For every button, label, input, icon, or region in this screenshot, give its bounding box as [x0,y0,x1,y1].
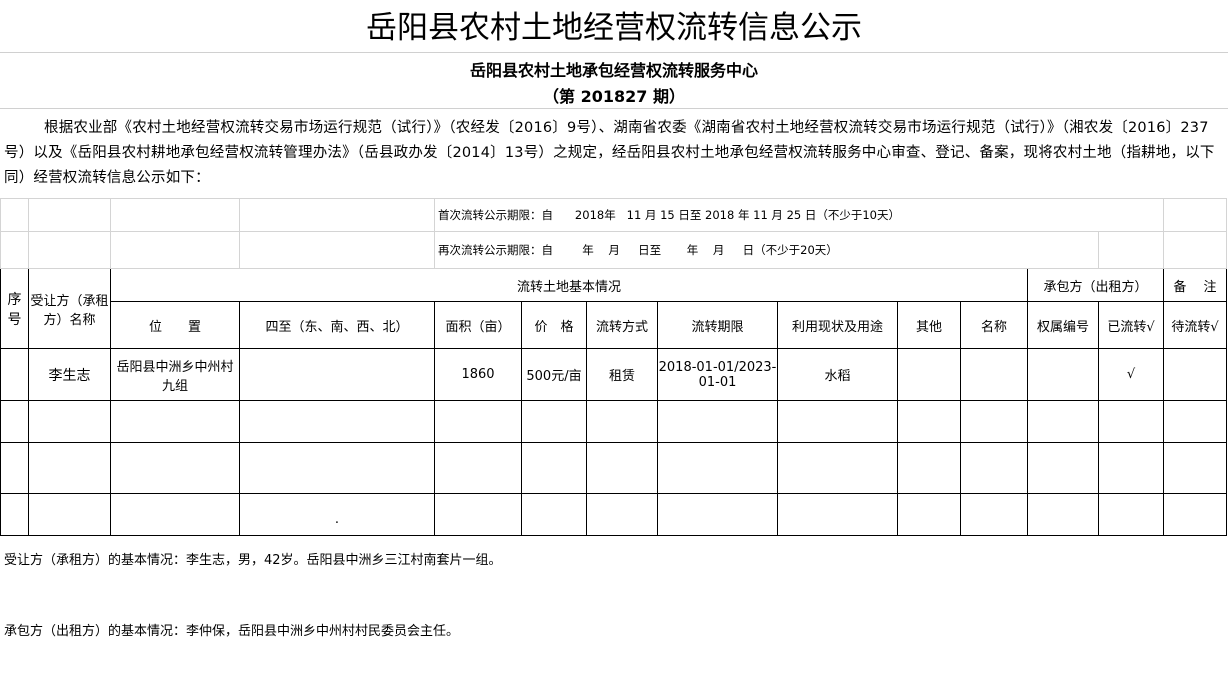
header-name: 名称 [960,301,1028,349]
second-notice-period: 再次流转公示期限：自 年 月 日至 年 月 日（不少于20天） [434,231,1099,269]
table-row-empty [0,400,1227,443]
cell-other [897,348,961,401]
intro-paragraph: 根据农业部《农村土地经营权流转交易市场运行规范（试行）》（农经发〔2016〕9号… [4,120,1215,186]
cell-price: 500元/亩 [521,348,587,401]
table-row-empty [0,442,1227,494]
cell-usage: 水稻 [777,348,898,401]
header-term: 流转期限 [657,301,778,349]
first-notice-period: 首次流转公示期限：自 2018年 11 月 15 日至 2018 年 11 月 … [434,198,1164,232]
cell-location: 岳阳县中洲乡中州村九组 [110,348,240,401]
cell-transferee: 李生志 [28,348,111,401]
cell-area: 1860 [434,348,522,401]
cell-seq [0,348,29,401]
header-area: 面积（亩） [434,301,522,349]
dot-mark: . [239,493,435,536]
page-title: 岳阳县农村土地经营权流转信息公示 [0,0,1228,53]
transferee-info: 受让方（承租方）的基本情况：李生志，男，42岁。岳阳县中洲乡三江村南套片一组。 [4,553,502,568]
period: （第 201827 期） [543,87,685,106]
cell-method: 租赁 [586,348,658,401]
header-ownership: 权属编号 [1027,301,1099,349]
table-row-empty: . [0,493,1227,536]
cell-done: √ [1098,348,1164,401]
table-row: 李生志 岳阳县中洲乡中州村九组 1860 500元/亩 租赁 2018-01-0… [0,348,1227,401]
cell-pending [1163,348,1227,401]
header-other: 其他 [897,301,961,349]
cell-ownership [1027,348,1099,401]
header-contractor: 承包方（出租方） [1027,268,1164,302]
subtitle-block: 岳阳县农村土地承包经营权流转服务中心 （第 201827 期） [0,52,1228,109]
cell-bounds [239,348,435,401]
subtitle: 岳阳县农村土地承包经营权流转服务中心 [469,61,758,80]
header-remark: 备 注 [1163,268,1227,302]
cell-name [960,348,1028,401]
header-seq: 序号 [0,268,29,349]
header-location: 位 置 [110,301,240,349]
header-bounds: 四至（东、南、西、北） [239,301,435,349]
contractor-info: 承包方（出租方）的基本情况：李仲保，岳阳县中洲乡中州村村民委员会主任。 [4,624,460,639]
header-done: 已流转√ [1098,301,1164,349]
header-transferee: 受让方（承租方）名称 [28,268,111,349]
transfer-table: 首次流转公示期限：自 2018年 11 月 15 日至 2018 年 11 月 … [0,198,1227,536]
header-price: 价 格 [521,301,587,349]
header-usage: 利用现状及用途 [777,301,898,349]
cell-term: 2018-01-01/2023-01-01 [657,348,778,401]
header-pending: 待流转√ [1163,301,1227,349]
header-method: 流转方式 [586,301,658,349]
header-land: 流转土地基本情况 [110,268,1028,302]
